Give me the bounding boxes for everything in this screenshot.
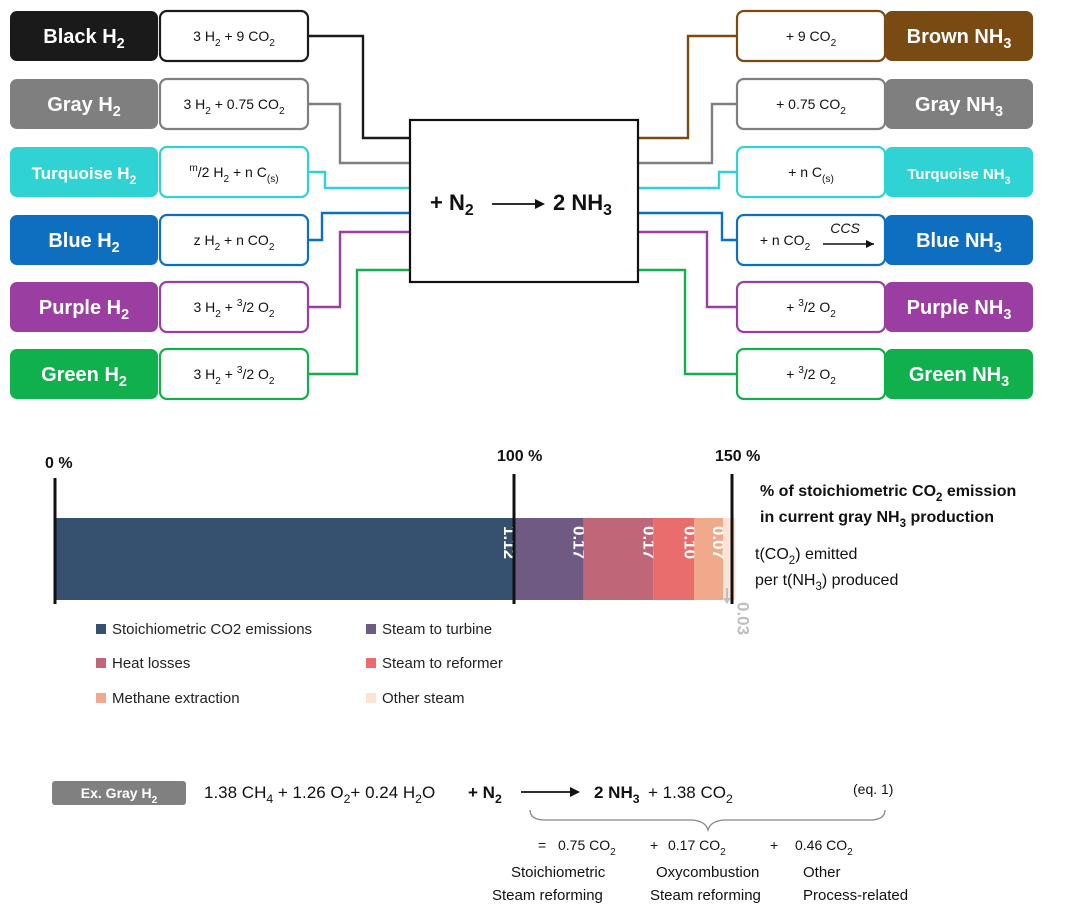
- breakdown-label-2: Steam reforming: [492, 887, 603, 904]
- legend-label: Heat losses: [112, 655, 190, 672]
- equation-nh3: 2 NH3: [594, 783, 640, 806]
- source-label: Purple H2: [39, 297, 129, 323]
- legend-label: Methane extraction: [112, 690, 240, 707]
- source-blue-h2: Blue H2 z H2 + n CO2: [10, 213, 310, 267]
- equation-lhs: 1.38 CH4 + 1.26 O2+ 0.24 H2O: [204, 783, 435, 806]
- source-formula: 3 H2 + 3/2 O2: [193, 365, 274, 387]
- connector-green: [308, 268, 410, 376]
- breakdown-label-1: Oxycombustion: [656, 864, 759, 881]
- product-label: Green NH3: [909, 364, 1009, 390]
- product-formula: + 3/2 O2: [786, 365, 836, 387]
- product-formula: + 9 CO2: [786, 28, 837, 49]
- breakdown-label-2: Process-related: [803, 887, 908, 904]
- breakdown-operator: +: [650, 837, 658, 853]
- product-purple-nh3: Purple NH3 + 3/2 O2: [735, 280, 1033, 334]
- chart-side-title-2: in current gray NH3 production: [760, 509, 994, 530]
- source-turquoise-h2: Turquoise H2 m/2 H2 + n C(s): [10, 145, 310, 199]
- connector-purple: [308, 230, 410, 309]
- product-label: Turquoise NH3: [907, 166, 1010, 187]
- connector-out-turquoise: [638, 170, 737, 190]
- chart-side-title-1: % of stoichiometric CO2 emission: [760, 483, 1016, 504]
- bar-segment-1: [514, 518, 584, 600]
- source-gray-h2: Gray H2 3 H2 + 0.75 CO2: [10, 77, 310, 131]
- source-label: Blue H2: [48, 230, 119, 256]
- axis-tick-label: 100 %: [497, 448, 542, 465]
- bar-segment-3: [653, 518, 695, 600]
- legend-item: Steam to turbine: [366, 621, 492, 638]
- product-brown-nh3: Brown NH3 + 9 CO2: [735, 9, 1033, 63]
- product-label: Brown NH3: [907, 26, 1012, 52]
- equation-badge: Ex. Gray H2: [81, 785, 158, 806]
- source-formula: 3 H2 + 3/2 O2: [193, 298, 274, 320]
- bar-segment-2: [583, 518, 654, 600]
- legend-item: Other steam: [366, 690, 465, 707]
- legend-label: Steam to turbine: [382, 621, 492, 638]
- breakdown-value: 0.75 CO2: [558, 837, 616, 858]
- product-label: Blue NH3: [916, 230, 1002, 256]
- legend-item: Heat losses: [96, 655, 190, 672]
- breakdown-value: 0.46 CO2: [795, 837, 853, 858]
- legend-item: Steam to reformer: [366, 655, 503, 672]
- source-label: Black H2: [43, 26, 124, 52]
- breakdown-label-1: Stoichiometric: [511, 864, 606, 881]
- axis-tick-label: 150 %: [715, 448, 760, 465]
- product-gray-nh3: Gray NH3 + 0.75 CO2: [735, 77, 1033, 131]
- breakdown-label-2: Steam reforming: [650, 887, 761, 904]
- equation-n2: + N2: [468, 783, 502, 806]
- connector-blue: [308, 211, 410, 242]
- product-formula: + n CO2: [760, 232, 811, 253]
- chart-unit-2: per t(NH3) produced: [755, 572, 898, 593]
- reaction-product: 2 NH3: [553, 190, 612, 219]
- connector-out-green: [638, 268, 737, 376]
- equation-number: (eq. 1): [853, 781, 893, 797]
- breakdown-label-1: Other: [803, 864, 841, 881]
- connector-turquoise: [308, 170, 410, 190]
- connector-gray: [308, 102, 410, 165]
- emission-bar-chart: 1.12 0.17 0.17 0.10 0.070.030 % 100 % 150 %% o…: [45, 448, 1016, 707]
- reaction-reactant: + N2: [430, 190, 474, 219]
- gray-h2-equation: Ex. Gray H2 1.38 CH4 + 1.26 O2+ 0.24 H2O …: [52, 781, 908, 904]
- source-formula: z H2 + n CO2: [194, 232, 275, 253]
- legend-label: Stoichiometric CO2 emissions: [112, 621, 312, 638]
- connector-out-gray: [638, 102, 737, 165]
- connector-out-brown: [638, 34, 737, 140]
- connector-out-blue: [638, 211, 737, 242]
- source-black-h2: Black H2 3 H2 + 9 CO2: [10, 9, 310, 63]
- breakdown-operator: =: [538, 837, 546, 853]
- product-formula: + 3/2 O2: [786, 298, 836, 320]
- source-label: Green H2: [41, 364, 127, 390]
- reaction-box: + N2 2 NH3: [408, 118, 640, 284]
- source-formula: m/2 H2 + n C(s): [189, 163, 278, 185]
- connector-black: [308, 34, 410, 140]
- connector-out-purple: [638, 230, 737, 309]
- bar-segment-4: [694, 518, 724, 600]
- source-label: Gray H2: [47, 94, 121, 120]
- breakdown-operator: +: [770, 837, 778, 853]
- bar-segment-0: [55, 518, 514, 600]
- product-formula: + n C(s): [788, 164, 834, 185]
- bar-value-label: 0.03: [733, 602, 752, 635]
- product-turquoise-nh3: Turquoise NH3 + n C(s): [735, 145, 1033, 199]
- breakdown-value: 0.17 CO2: [668, 837, 726, 858]
- source-formula: 3 H2 + 0.75 CO2: [183, 96, 285, 117]
- axis-tick-label: 0 %: [45, 455, 73, 472]
- product-green-nh3: Green NH3 + 3/2 O2: [735, 347, 1033, 401]
- product-blue-nh3: Blue NH3 + n CO2 CCS: [735, 213, 1033, 267]
- legend-item: Stoichiometric CO2 emissions: [96, 621, 312, 638]
- product-formula: + 0.75 CO2: [776, 96, 846, 117]
- product-label: Purple NH3: [907, 297, 1012, 323]
- source-label: Turquoise H2: [32, 164, 137, 187]
- product-label: Gray NH3: [915, 94, 1003, 120]
- source-formula: 3 H2 + 9 CO2: [193, 28, 275, 49]
- ccs-label: CCS: [830, 220, 860, 236]
- equation-co2: + 1.38 CO2: [648, 783, 733, 806]
- source-purple-h2: Purple H2 3 H2 + 3/2 O2: [10, 280, 310, 334]
- source-green-h2: Green H2 3 H2 + 3/2 O2: [10, 347, 310, 401]
- legend-item: Methane extraction: [96, 690, 240, 707]
- legend-label: Other steam: [382, 690, 465, 707]
- chart-unit-1: t(CO2) emitted: [755, 546, 857, 567]
- legend-label: Steam to reformer: [382, 655, 503, 672]
- equation-brace: [529, 809, 886, 833]
